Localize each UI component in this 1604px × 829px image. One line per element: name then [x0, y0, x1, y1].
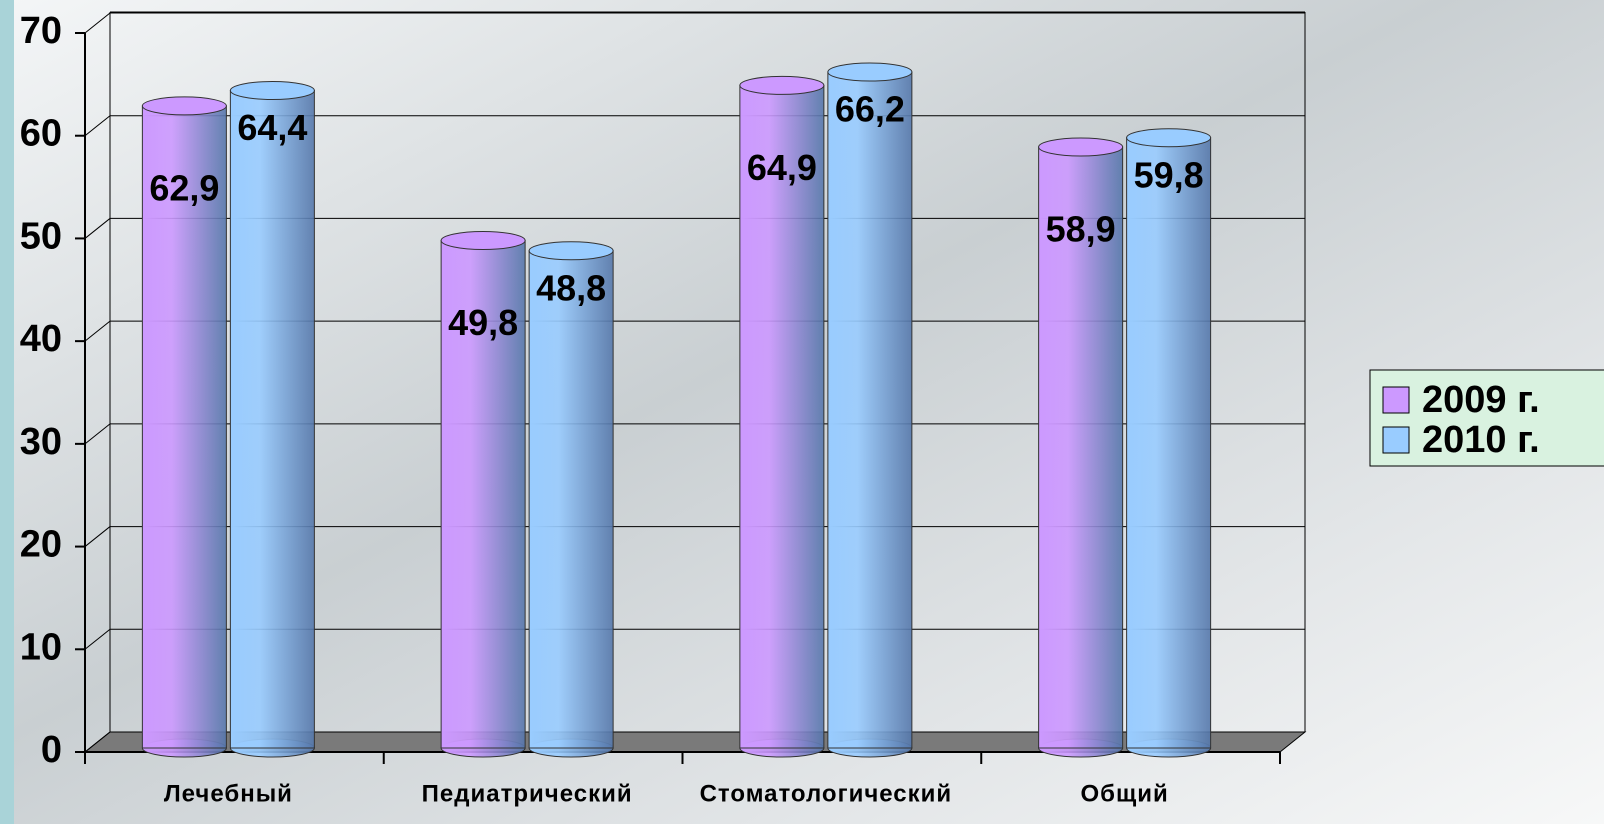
bar	[1127, 138, 1211, 748]
value-label: 49,8	[448, 302, 518, 343]
page: {"chart_data": {"type": "bar", "categori…	[0, 0, 1604, 824]
bar-cap	[230, 82, 314, 100]
legend-label: 2010 г.	[1422, 419, 1540, 461]
value-label: 64,4	[237, 107, 307, 148]
value-label: 58,9	[1046, 209, 1116, 250]
value-label: 59,8	[1134, 154, 1204, 195]
value-label: 66,2	[835, 89, 905, 130]
bar-cap	[1127, 129, 1211, 147]
y-tick-label: 10	[20, 626, 62, 668]
bar	[828, 72, 912, 748]
legend-swatch	[1383, 387, 1409, 413]
y-tick-label: 0	[41, 729, 62, 771]
y-tick-label: 20	[20, 524, 62, 566]
bar-cap	[529, 242, 613, 260]
value-label: 64,9	[747, 147, 817, 188]
bar	[529, 251, 613, 748]
bar-cap	[740, 76, 824, 94]
chart: 0 10 20 30 40 50 60 70 Лечебный 62,9 64,4 Педиатрич…	[0, 0, 1604, 824]
bar	[230, 91, 314, 748]
y-tick-label: 60	[20, 113, 62, 155]
legend-label: 2009 г.	[1422, 379, 1540, 421]
bar-cap	[828, 63, 912, 81]
value-label: 62,9	[149, 167, 219, 208]
y-tick-label: 30	[20, 421, 62, 463]
y-tick-label: 50	[20, 215, 62, 257]
x-tick-label: Стоматологический	[700, 780, 953, 807]
y-tick-label: 70	[20, 10, 62, 52]
legend-swatch	[1383, 427, 1409, 453]
bar-cap	[142, 97, 226, 115]
y-tick-label: 40	[20, 318, 62, 360]
bar-cap	[441, 231, 525, 249]
bar-cap	[1039, 138, 1123, 156]
x-tick-label: Общий	[1081, 780, 1169, 807]
value-label: 48,8	[536, 267, 606, 308]
side-strip	[0, 0, 14, 824]
x-tick-label: Педиатрический	[422, 780, 633, 807]
x-tick-label: Лечебный	[164, 780, 293, 807]
